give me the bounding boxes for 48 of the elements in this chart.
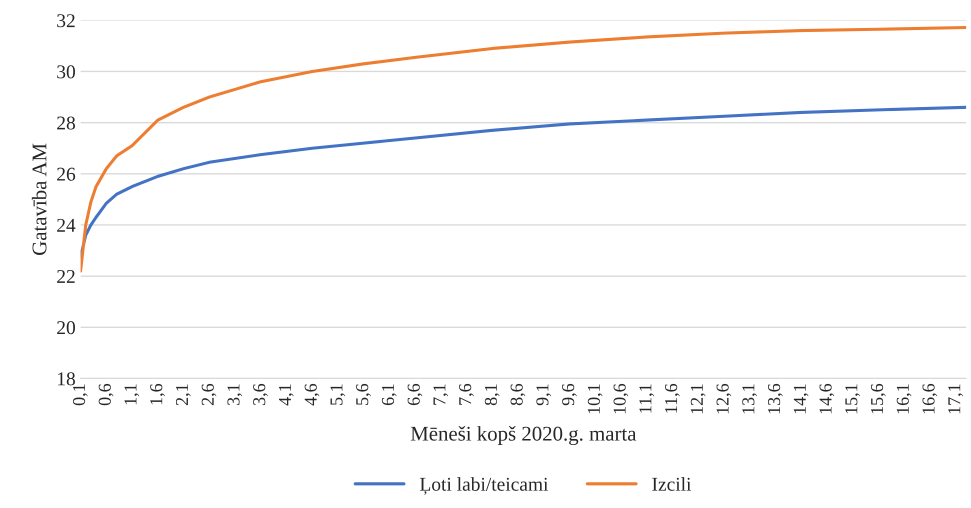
x-tick-label: 1,6 bbox=[150, 384, 165, 404]
x-tick-label: 14,6 bbox=[820, 384, 834, 414]
x-tick-label: 1,1 bbox=[124, 384, 140, 404]
y-tick-label: 30 bbox=[57, 65, 75, 78]
x-tick-label: 7,1 bbox=[433, 384, 448, 405]
x-tick-label: 12,1 bbox=[690, 384, 706, 414]
x-tick-label: 9,6 bbox=[562, 384, 577, 406]
x-tick-label: 10,6 bbox=[614, 384, 628, 414]
x-tick-label: 4,6 bbox=[304, 384, 320, 406]
x-tick-label: 2,6 bbox=[202, 384, 216, 406]
x-tick-label: 16,1 bbox=[896, 384, 912, 414]
x-tick-label: 14,1 bbox=[794, 384, 809, 414]
legend-label: Ļoti labi/teicami bbox=[420, 477, 548, 495]
x-tick-label: 15,1 bbox=[845, 384, 860, 414]
y-tick-label: 22 bbox=[57, 270, 75, 283]
y-tick-label: 24 bbox=[57, 218, 76, 232]
x-tick-label: 3,1 bbox=[227, 384, 242, 406]
x-tick-label: 17,1 bbox=[948, 384, 963, 414]
x-tick-label: 6,1 bbox=[382, 384, 397, 406]
x-tick-label: 5,6 bbox=[356, 384, 371, 405]
x-tick-label: 0,1 bbox=[72, 384, 88, 406]
x-tick-label: 13,6 bbox=[768, 384, 783, 414]
x-tick-label: 11,6 bbox=[665, 384, 680, 413]
line-series bbox=[80, 26, 966, 273]
x-tick-label: 5,1 bbox=[330, 384, 346, 405]
x-tick-label: 16,6 bbox=[922, 384, 938, 414]
x-tick-label: 0,6 bbox=[98, 384, 114, 406]
y-tick-label: 20 bbox=[57, 321, 75, 334]
x-tick-label: 6,6 bbox=[408, 384, 422, 406]
y-axis-title: Gatavība AM bbox=[32, 144, 46, 255]
x-tick-label: 12,6 bbox=[716, 384, 732, 414]
x-tick-label: 11,1 bbox=[639, 384, 654, 413]
legend-label: Izcili bbox=[652, 477, 692, 491]
y-tick-label: 26 bbox=[57, 168, 76, 181]
x-tick-label: 8,6 bbox=[510, 384, 526, 406]
y-tick-label: 28 bbox=[57, 116, 75, 130]
x-tick-label: 10,1 bbox=[588, 384, 603, 414]
x-axis-title: Mēneši kopš 2020.g. marta bbox=[410, 426, 636, 446]
x-tick-label: 7,6 bbox=[459, 384, 474, 405]
x-tick-label: 3,6 bbox=[253, 384, 268, 406]
x-tick-label: 13,1 bbox=[742, 384, 758, 414]
x-tick-label: 8,1 bbox=[484, 384, 500, 406]
y-tick-label: 32 bbox=[57, 14, 75, 28]
x-tick-label: 2,1 bbox=[176, 384, 191, 406]
x-tick-label: 15,6 bbox=[871, 384, 886, 414]
x-tick-label: 9,1 bbox=[536, 384, 552, 406]
x-tick-label: 4,1 bbox=[278, 384, 294, 406]
y-tick-label: 18 bbox=[58, 372, 75, 386]
